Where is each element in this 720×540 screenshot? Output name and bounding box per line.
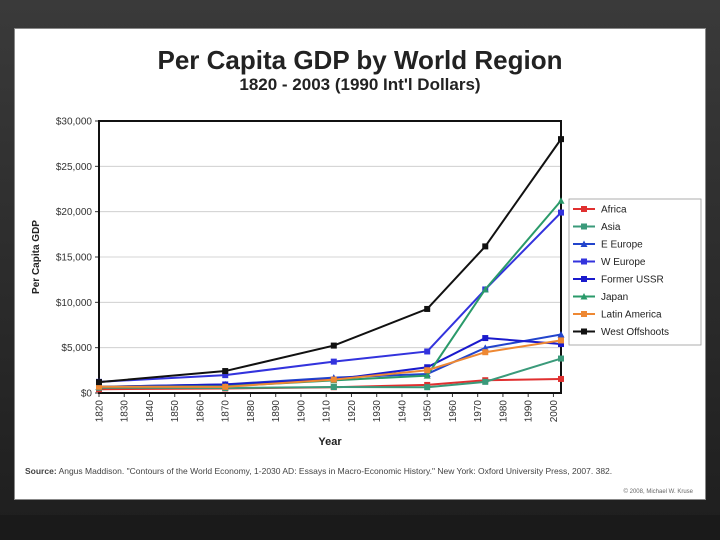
data-point bbox=[558, 337, 564, 344]
y-tick-label: $15,000 bbox=[56, 253, 93, 264]
legend-box bbox=[568, 198, 702, 346]
series-line-west-offshoots bbox=[98, 138, 562, 384]
x-tick-label: 1970 bbox=[473, 400, 484, 423]
source-label: Source: bbox=[25, 466, 57, 476]
data-point bbox=[424, 348, 431, 355]
data-point bbox=[330, 376, 337, 383]
data-point bbox=[481, 285, 489, 293]
x-tick-label: 1920 bbox=[347, 400, 358, 423]
slide: Per Capita GDP by World Region 1820 - 20… bbox=[14, 28, 706, 500]
y-tick-label: $10,000 bbox=[56, 298, 93, 309]
data-point bbox=[482, 378, 489, 385]
y-tick-label: $0 bbox=[81, 389, 93, 400]
data-point bbox=[558, 355, 564, 362]
y-tick-label: $5,000 bbox=[61, 343, 92, 354]
x-tick-label: 1820 bbox=[95, 400, 106, 423]
x-tick-label: 1940 bbox=[397, 400, 408, 423]
x-tick-label: 1890 bbox=[271, 400, 282, 423]
x-tick-label: 1980 bbox=[498, 400, 509, 423]
legend-marker bbox=[580, 293, 588, 300]
copyright: © 2008, Michael W. Kruse bbox=[623, 489, 693, 495]
legend-marker bbox=[581, 328, 587, 335]
data-point bbox=[557, 331, 565, 338]
data-point bbox=[558, 136, 564, 143]
data-point bbox=[423, 372, 431, 379]
chart-subtitle: 1820 - 2003 (1990 Int'l Dollars) bbox=[239, 75, 481, 94]
data-point bbox=[330, 358, 337, 365]
x-tick-label: 1950 bbox=[423, 400, 434, 423]
series-line-latin-america bbox=[98, 339, 562, 388]
x-tick-label: 1880 bbox=[246, 400, 257, 423]
x-tick-label: 1900 bbox=[296, 400, 307, 423]
bottom-bar bbox=[0, 515, 720, 540]
legend-marker bbox=[581, 223, 587, 230]
data-point bbox=[482, 335, 489, 342]
legend-marker bbox=[580, 240, 588, 247]
legend-entry: Latin America bbox=[601, 310, 662, 321]
data-point bbox=[424, 305, 431, 312]
x-tick-label: 1910 bbox=[322, 400, 333, 423]
x-tick-label: 2000 bbox=[549, 400, 560, 423]
data-point bbox=[222, 368, 229, 375]
chart-title: Per Capita GDP by World Region bbox=[157, 45, 563, 75]
data-point bbox=[558, 209, 564, 216]
y-tick-label: $20,000 bbox=[56, 207, 93, 218]
legend-marker bbox=[581, 258, 587, 265]
legend-entry: West Offshoots bbox=[601, 327, 669, 338]
x-tick-label: 1990 bbox=[524, 400, 535, 423]
data-point bbox=[222, 383, 229, 390]
legend-marker bbox=[581, 206, 587, 212]
y-tick-label: $25,000 bbox=[56, 162, 93, 173]
legend-entry: Asia bbox=[601, 222, 621, 233]
series-line-asia bbox=[98, 357, 562, 390]
plot-area bbox=[98, 120, 562, 394]
data-point bbox=[330, 342, 337, 349]
x-tick-label: 1960 bbox=[448, 400, 459, 423]
data-point bbox=[222, 372, 229, 379]
legend-entry: W Europe bbox=[601, 257, 646, 268]
series-line-former-ussr bbox=[98, 337, 562, 388]
data-point bbox=[558, 341, 564, 348]
legend-entry: Africa bbox=[601, 205, 627, 216]
data-point bbox=[558, 375, 564, 382]
data-point bbox=[96, 383, 102, 390]
source-note: Source: Angus Maddison. "Contours of the… bbox=[25, 466, 695, 477]
x-tick-label: 1840 bbox=[145, 400, 156, 423]
data-point bbox=[557, 197, 565, 204]
x-tick-label: 1870 bbox=[221, 400, 232, 423]
x-tick-label: 1850 bbox=[170, 400, 181, 423]
y-tick-label: $30,000 bbox=[56, 117, 93, 128]
x-tick-label: 1860 bbox=[195, 400, 206, 423]
data-point bbox=[96, 379, 102, 386]
line-chart: $0 $5,000 $10,000 $15,000 $20,000 $25,000 $30,… bbox=[31, 117, 702, 448]
x-axis-label: Year bbox=[318, 436, 342, 448]
source-text: Angus Maddison. "Contours of the World E… bbox=[58, 466, 613, 476]
data-point bbox=[482, 349, 489, 356]
x-tick-label: 1930 bbox=[372, 400, 383, 423]
x-tick-label: 1830 bbox=[120, 400, 131, 423]
data-point bbox=[424, 384, 431, 391]
legend-entry: Japan bbox=[601, 292, 628, 303]
y-axis-label: Per Capita GDP bbox=[31, 220, 42, 294]
data-point bbox=[424, 367, 431, 374]
legend-entry: E Europe bbox=[601, 240, 643, 251]
legend-marker bbox=[581, 311, 587, 317]
series-line-japan bbox=[98, 200, 562, 388]
legend-entry: Former USSR bbox=[601, 275, 664, 286]
data-point bbox=[330, 384, 337, 391]
legend-marker bbox=[581, 276, 587, 282]
series-line-w-europe bbox=[98, 211, 562, 383]
data-point bbox=[482, 243, 489, 250]
